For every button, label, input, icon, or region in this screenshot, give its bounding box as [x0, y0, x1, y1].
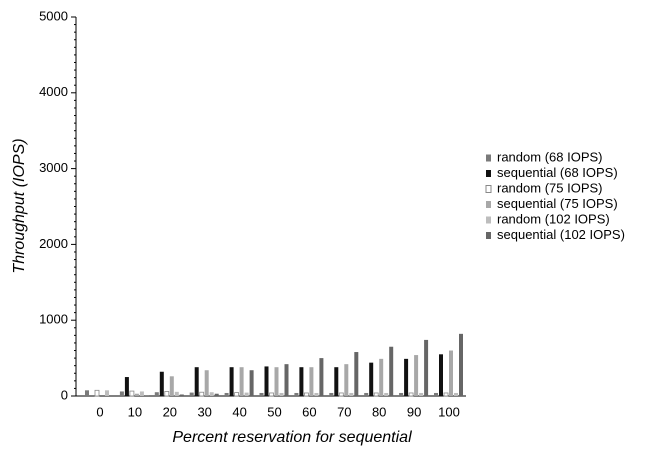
legend-swatch — [486, 216, 491, 224]
y-tick-label: 3000 — [39, 160, 68, 175]
bar — [364, 392, 369, 396]
bar — [159, 371, 164, 396]
bar — [369, 362, 374, 396]
legend-swatch — [486, 154, 491, 162]
bar — [319, 358, 324, 396]
legend-label: random (68 IOPS) — [497, 149, 603, 164]
bar — [399, 392, 404, 396]
bar — [379, 358, 384, 396]
bar — [224, 392, 229, 396]
bar — [349, 392, 354, 396]
bar — [414, 355, 419, 396]
bar — [105, 390, 109, 396]
bar — [179, 394, 184, 396]
x-tick-label: 60 — [302, 404, 316, 419]
bar — [279, 392, 284, 396]
bar — [389, 346, 394, 396]
bar — [314, 392, 319, 396]
bar — [373, 392, 379, 397]
bar — [199, 391, 205, 397]
bar — [404, 358, 409, 396]
bar — [189, 392, 194, 396]
bar — [309, 367, 314, 396]
bar — [424, 339, 429, 396]
bar — [94, 389, 100, 397]
bar — [259, 392, 264, 396]
bar — [214, 393, 219, 396]
legend-label: sequential (68 IOPS) — [497, 165, 618, 180]
bar — [384, 392, 389, 396]
bar — [239, 367, 244, 396]
bar — [454, 392, 458, 396]
bar — [174, 391, 179, 396]
bar — [354, 352, 359, 396]
bar — [249, 370, 254, 396]
y-tick-label: 4000 — [39, 84, 68, 99]
bar — [284, 364, 289, 396]
bar — [229, 367, 234, 396]
legend-label: random (75 IOPS) — [497, 180, 603, 195]
bar — [434, 392, 438, 396]
bar — [139, 391, 144, 396]
y-tick-label: 5000 — [39, 8, 68, 23]
bar — [124, 377, 129, 396]
bar — [85, 390, 89, 396]
x-tick-label: 50 — [267, 404, 281, 419]
x-tick-label: 100 — [438, 404, 460, 419]
bar — [154, 392, 159, 396]
x-tick-label: 40 — [232, 404, 246, 419]
bar — [164, 391, 170, 397]
bar — [459, 333, 463, 396]
bar — [134, 393, 139, 396]
x-tick-label: 20 — [163, 404, 177, 419]
bar — [408, 392, 414, 397]
bar — [234, 392, 240, 397]
legend-swatch — [486, 201, 491, 208]
x-tick-label: 90 — [407, 404, 421, 419]
bar — [209, 392, 214, 396]
bar — [443, 392, 449, 397]
bar — [329, 392, 334, 396]
bar — [269, 392, 274, 397]
bar — [299, 367, 304, 396]
legend-swatch — [485, 185, 492, 193]
bar — [194, 367, 199, 396]
bar — [244, 392, 249, 396]
x-tick-label: 0 — [96, 404, 103, 419]
bar — [439, 354, 443, 396]
bar — [274, 367, 279, 396]
bar — [204, 370, 209, 396]
bar — [419, 392, 424, 396]
bar — [344, 364, 349, 396]
bar — [129, 390, 135, 397]
bar — [334, 367, 339, 396]
bar — [338, 392, 344, 397]
x-tick-label: 10 — [128, 404, 142, 419]
x-axis-label: Percent reservation for sequential — [172, 429, 412, 446]
x-tick-label: 30 — [197, 404, 211, 419]
legend-swatch — [486, 232, 491, 239]
y-tick-label: 2000 — [39, 236, 68, 251]
y-tick-label: 0 — [61, 387, 68, 402]
bar — [169, 376, 174, 396]
x-tick-label: 70 — [337, 404, 351, 419]
bar — [144, 395, 149, 396]
y-axis-label: Throughput (IOPS) — [11, 138, 28, 273]
bar — [303, 392, 309, 397]
y-tick-label: 1000 — [39, 312, 68, 327]
bar — [449, 350, 453, 396]
legend-label: random (102 IOPS) — [497, 211, 610, 226]
x-tick-label: 80 — [372, 404, 386, 419]
legend-label: sequential (75 IOPS) — [497, 196, 618, 211]
legend-swatch — [486, 170, 491, 177]
legend-label: sequential (102 IOPS) — [497, 227, 625, 242]
bar — [294, 392, 299, 396]
bar — [119, 391, 124, 396]
bar — [264, 366, 269, 396]
